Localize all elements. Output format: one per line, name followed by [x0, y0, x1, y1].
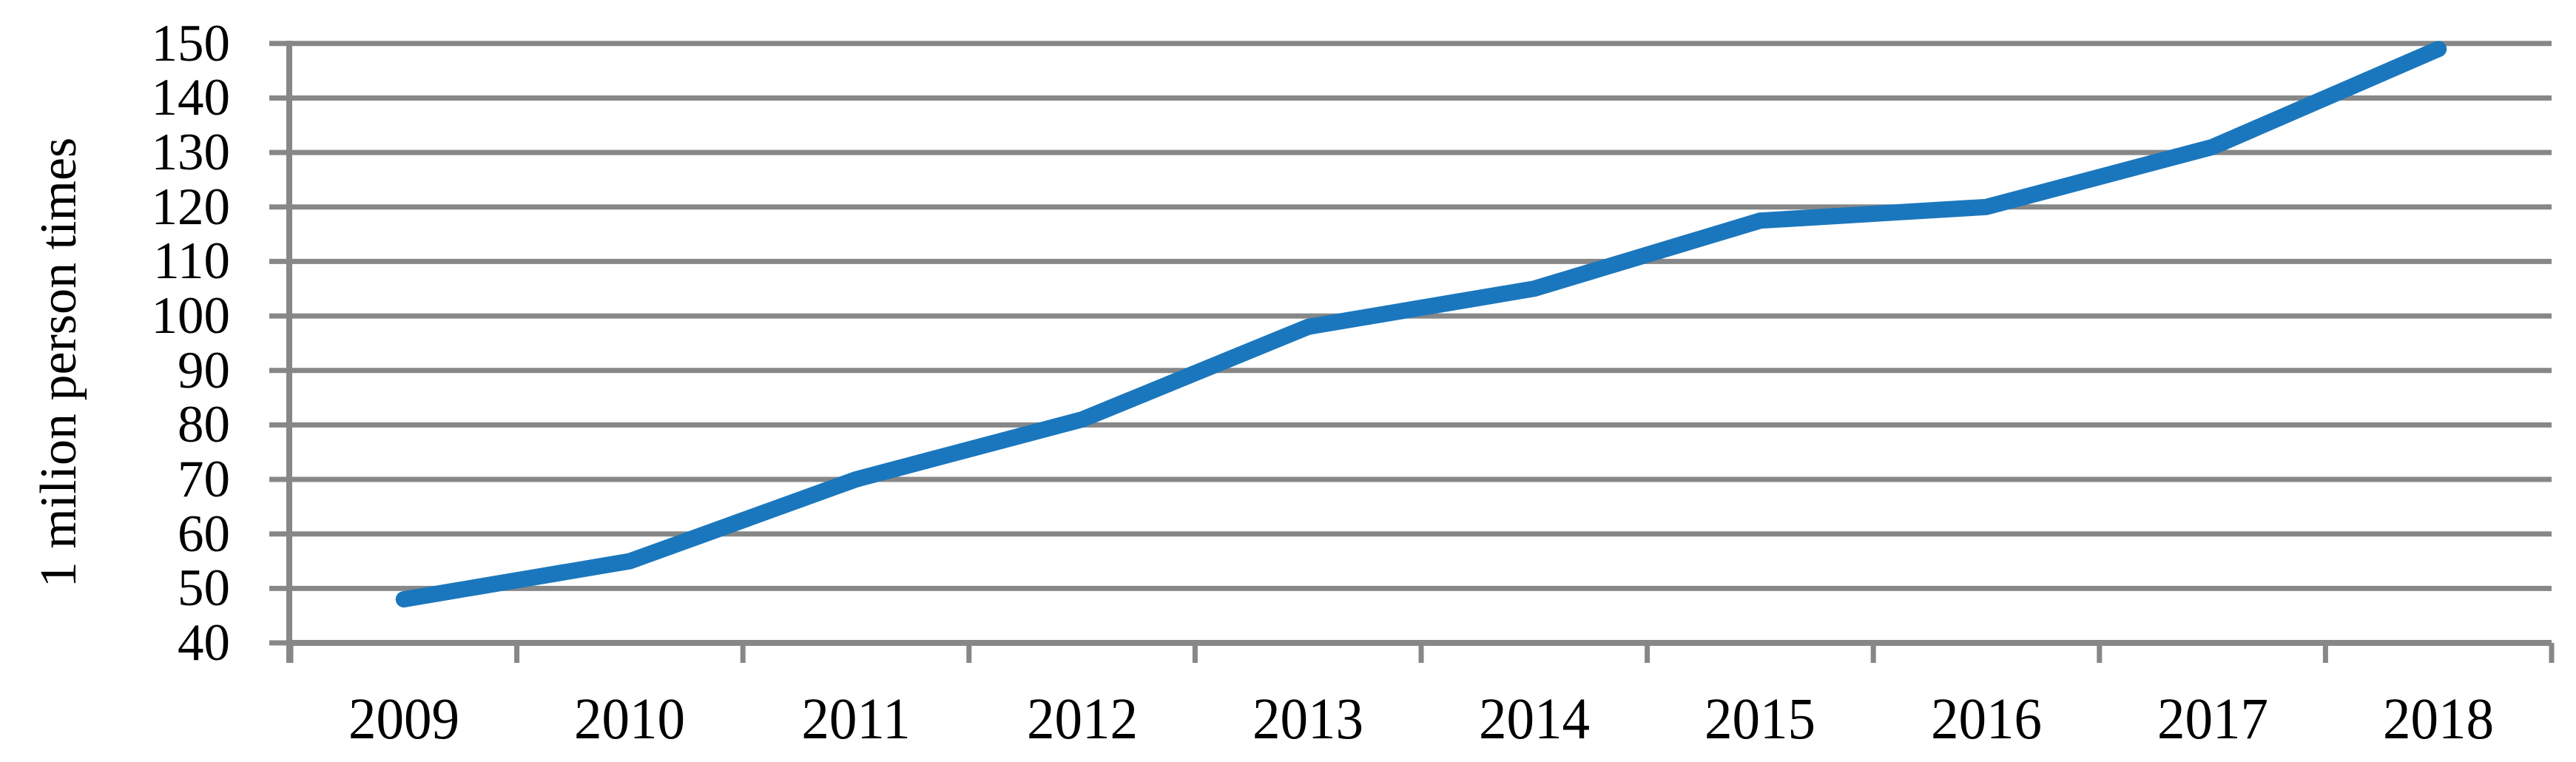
x-tick-label: 2014: [1478, 687, 1590, 752]
y-tick-label: 120: [151, 178, 231, 236]
y-tick-label: 150: [151, 14, 231, 73]
x-tick-label: 2018: [2383, 687, 2495, 752]
y-tick-label: 80: [178, 396, 230, 454]
data-series-line: [395, 41, 2447, 608]
x-tick-label: 2016: [1930, 687, 2043, 752]
x-tick-label: 2010: [574, 687, 686, 752]
y-tick-label: 90: [178, 341, 230, 399]
x-tick-label: 2012: [1026, 687, 1138, 752]
y-tick-label: 70: [178, 451, 230, 509]
y-tick-label: 130: [151, 124, 231, 182]
y-tick-label: 140: [151, 69, 231, 127]
x-tick-label: 2017: [2157, 687, 2268, 752]
y-tick-label: 110: [153, 232, 230, 291]
x-tick-label: 2011: [801, 687, 911, 752]
x-tick-label: 2009: [348, 687, 459, 752]
x-tick-label: 2013: [1252, 687, 1364, 752]
y-tick-label: 100: [151, 287, 231, 345]
y-tick-label: 50: [178, 559, 230, 618]
y-tick-label: 60: [178, 505, 230, 563]
x-tick-label: 2015: [1705, 687, 1816, 752]
y-tick-label: 40: [178, 614, 230, 672]
